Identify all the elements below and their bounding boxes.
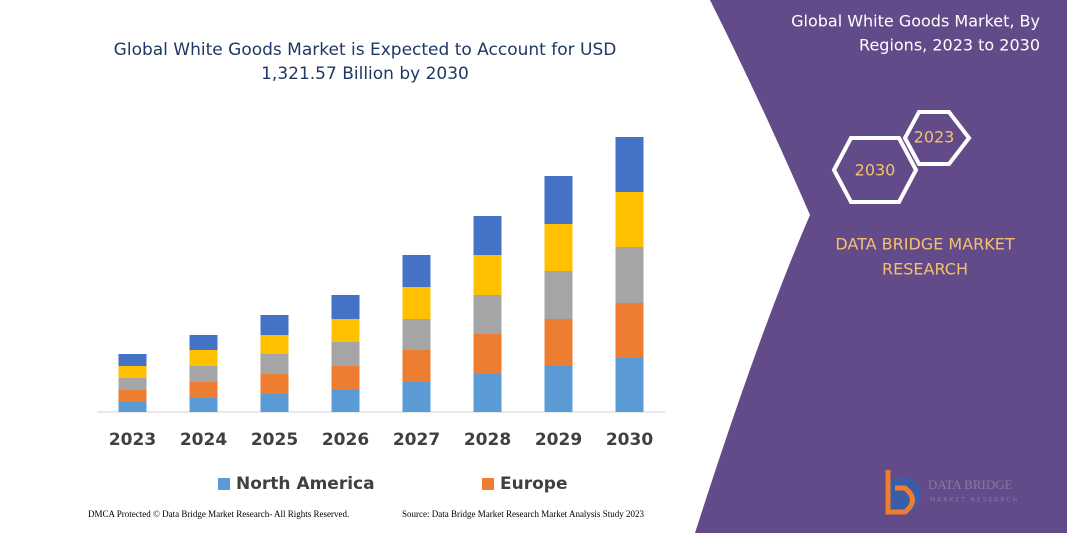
bar-segment (118, 390, 147, 402)
hexagon (831, 136, 919, 204)
side-panel (695, 0, 1067, 533)
bar-segment (260, 335, 289, 354)
legend-label: North America (236, 474, 375, 494)
bar-segment (615, 303, 644, 358)
bar-segment (473, 255, 502, 295)
x-tick-label: 2026 (322, 430, 369, 450)
x-tick-label: 2030 (606, 430, 653, 450)
bar-segment (473, 334, 502, 374)
legend-label: Europe (500, 474, 567, 494)
x-tick-label: 2028 (464, 430, 511, 450)
bar-segment (615, 137, 644, 192)
footer-text: Source: Data Bridge Market Research Mark… (402, 509, 644, 519)
bar-segment (331, 366, 360, 390)
logo-text: DATA BRIDGE (928, 477, 1013, 492)
hexagon-label: 2023 (914, 128, 955, 147)
bar-segment (473, 374, 502, 412)
bar-segment (331, 295, 360, 319)
bar-segment (402, 287, 431, 319)
panel-title: Global White Goods Market, By (791, 12, 1040, 31)
chart-title: 1,321.57 Billion by 2030 (261, 64, 469, 84)
bar-segment (331, 390, 360, 412)
bar-segment (615, 192, 644, 247)
hexagon-label: 2030 (855, 161, 896, 180)
bar-segment (544, 176, 573, 224)
bar-segment (473, 216, 502, 255)
bar-segment (331, 319, 360, 342)
bar-segment (260, 394, 289, 412)
bar-segment (544, 224, 573, 271)
bar-segment (260, 374, 289, 394)
bar-segment (331, 342, 360, 366)
brand-text: RESEARCH (882, 260, 968, 279)
x-tick-label: 2025 (251, 430, 298, 450)
bar-segment (189, 382, 218, 398)
panel-title: Regions, 2023 to 2030 (859, 36, 1040, 55)
legend-swatch (218, 478, 230, 490)
bar-segment (118, 354, 147, 366)
bar-segment (615, 358, 644, 412)
bar-segment (118, 378, 147, 390)
x-tick-label: 2024 (180, 430, 227, 450)
bar-segment (260, 354, 289, 374)
bar-segment (118, 366, 147, 378)
bar-segment (402, 319, 431, 350)
bar-segment (402, 382, 431, 412)
bar-segment (544, 319, 573, 366)
bar-segment (544, 271, 573, 319)
bar-segment (402, 255, 431, 287)
logo-text: MARKET RESEARCH (930, 497, 1019, 504)
bar-segment (544, 366, 573, 412)
chart-title: Global White Goods Market is Expected to… (114, 40, 617, 60)
brand-text: DATA BRIDGE MARKET (835, 235, 1015, 254)
bar-segment (118, 402, 147, 412)
bar-segment (473, 295, 502, 334)
x-tick-label: 2027 (393, 430, 440, 450)
bar-segment (189, 398, 218, 412)
bar-segment (189, 335, 218, 350)
bar-segment (189, 366, 218, 382)
x-tick-label: 2029 (535, 430, 582, 450)
x-tick-label: 2023 (109, 430, 156, 450)
footer-text: DMCA Protected © Data Bridge Market Rese… (88, 509, 349, 519)
bar-segment (615, 247, 644, 303)
bar-segment (260, 315, 289, 335)
hexagon (902, 110, 972, 166)
legend-swatch (482, 478, 494, 490)
logo-icon (885, 470, 915, 515)
bar-segment (189, 350, 218, 366)
bar-segment (402, 350, 431, 382)
